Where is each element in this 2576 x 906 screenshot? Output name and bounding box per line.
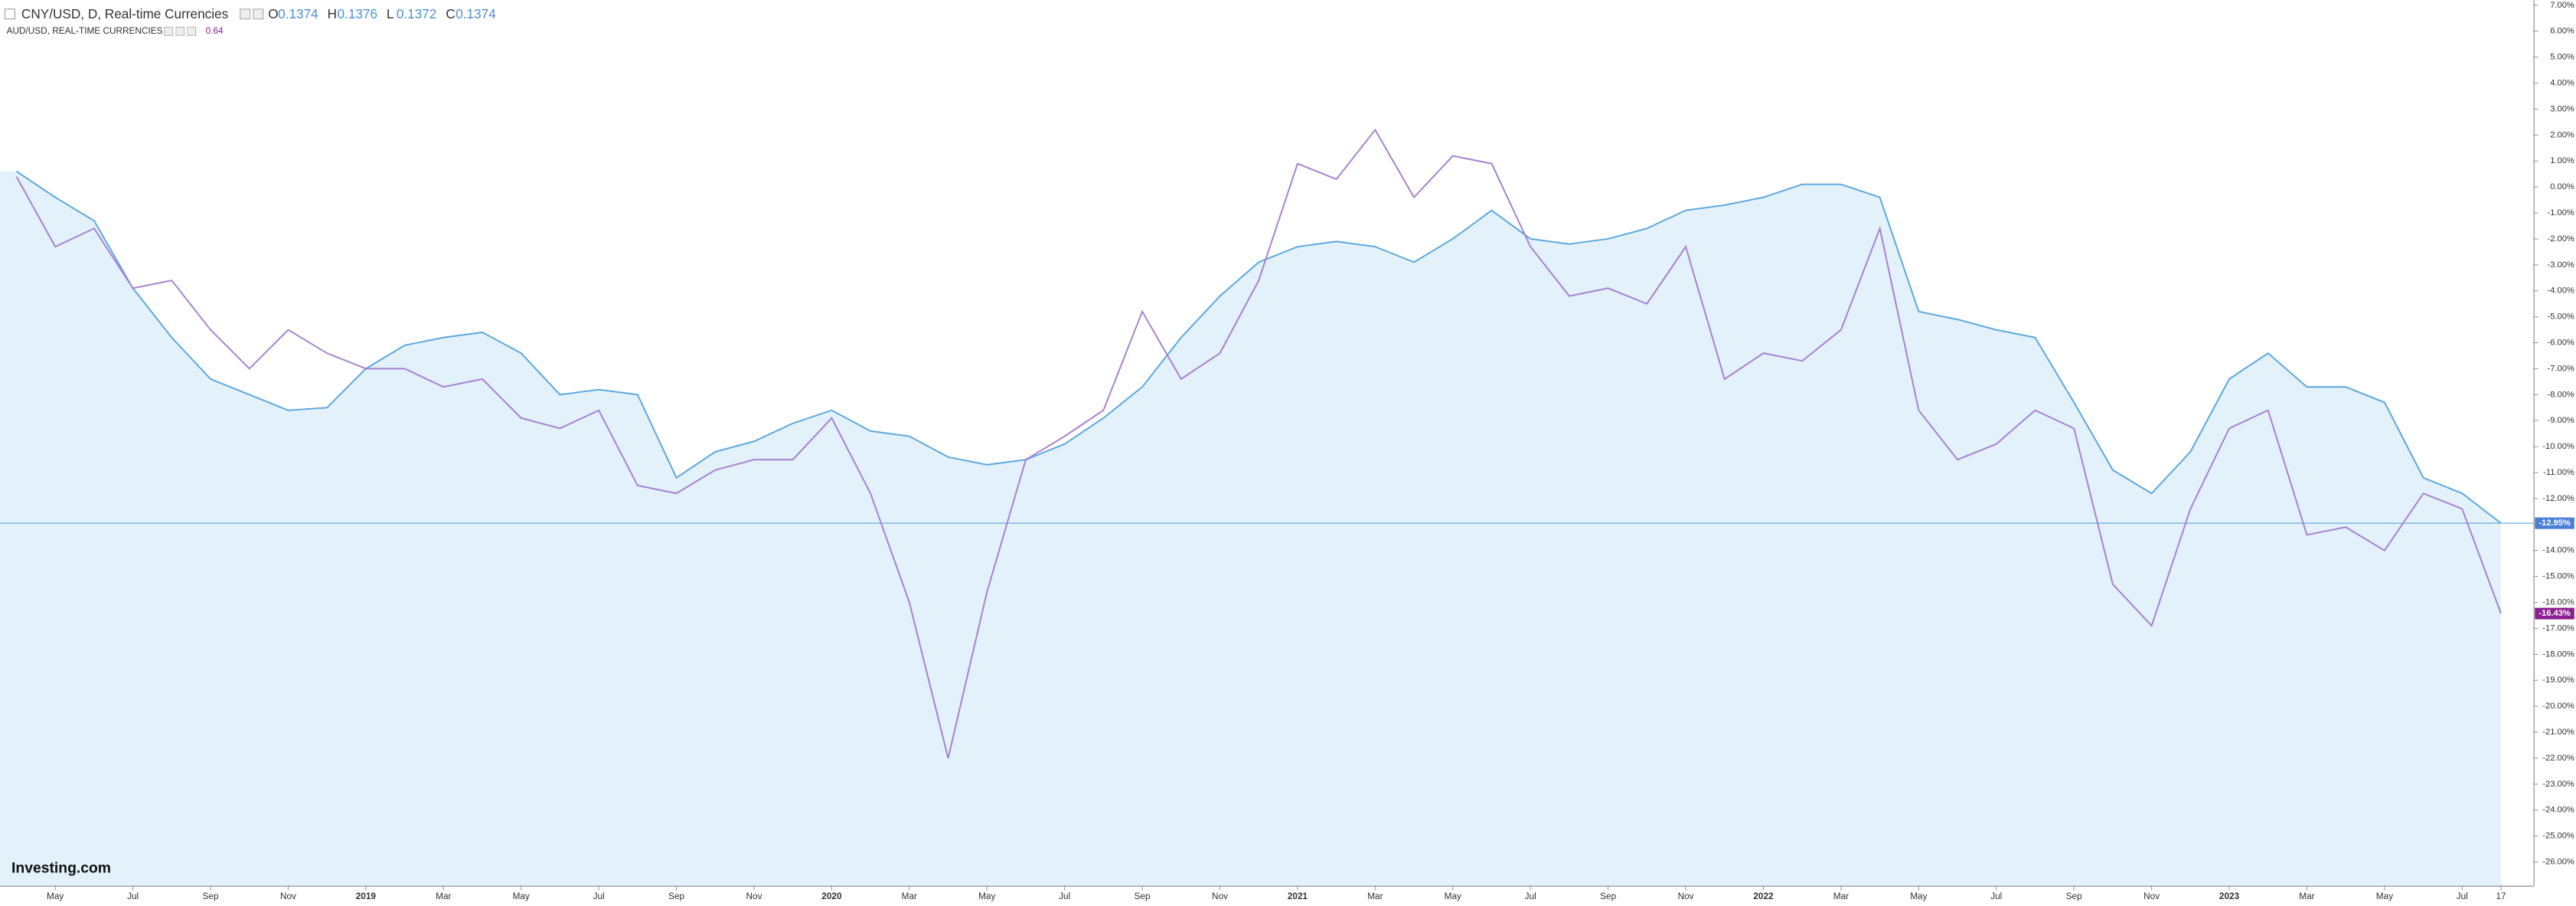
y-tick-label: -19.00% (2542, 675, 2574, 685)
x-tick-label: Sep (668, 891, 684, 901)
x-tick-label: 2023 (2219, 891, 2240, 901)
y-tick-label: 4.00% (2550, 78, 2574, 87)
x-tick-label: Nov (2143, 891, 2160, 901)
y-tick-label: -1.00% (2547, 208, 2574, 218)
ohlc-key: C (446, 6, 455, 21)
last-value-label: -16.43% (2538, 609, 2571, 618)
x-tick-label: Jul (127, 891, 139, 901)
series-line (15, 170, 2502, 524)
x-tick-label: 17 (2496, 891, 2506, 901)
ohlc-value: 0.1376 (338, 6, 378, 21)
x-tick-label: Sep (1600, 891, 1616, 901)
x-tick-label: 2020 (821, 891, 842, 901)
x-tick-label: May (513, 891, 530, 901)
y-tick-label: -6.00% (2547, 339, 2574, 348)
x-tick-label: Jul (1525, 891, 1536, 901)
close-button[interactable] (253, 8, 264, 20)
x-tick-label: Mar (436, 891, 451, 901)
x-tick-label: May (1445, 891, 1461, 901)
compare-value: 0.64 (206, 25, 224, 36)
x-tick-label: Mar (1367, 891, 1383, 901)
y-tick-label: 0.00% (2550, 182, 2574, 191)
ohlc-value: 0.1372 (397, 6, 437, 21)
x-tick-label: Mar (2299, 891, 2314, 901)
ohlc-value: 0.1374 (278, 6, 318, 21)
chart-title: CNY/USD, D, Real-time Currencies (21, 6, 228, 21)
y-tick-label: 1.00% (2550, 156, 2574, 165)
y-tick-label: -11.00% (2543, 468, 2574, 477)
last-value-box (2535, 607, 2574, 620)
y-tick-label: 6.00% (2550, 27, 2574, 36)
y-tick-label: -26.00% (2542, 858, 2574, 867)
plot-area (0, 128, 2534, 886)
x-tick-label: Jul (1059, 891, 1070, 901)
y-tick-label: -9.00% (2547, 416, 2574, 425)
y-tick-label: -24.00% (2542, 806, 2574, 815)
ohlc-key: H (328, 6, 337, 21)
y-tick-label: -7.00% (2547, 364, 2574, 373)
y-tick-label: 3.00% (2550, 104, 2574, 113)
logo: Investing.com (11, 861, 111, 877)
ohlc-value: 0.1374 (455, 6, 496, 21)
compare-button[interactable] (175, 27, 185, 36)
x-tick-label: Jul (593, 891, 605, 901)
x-tick-label: 2022 (1753, 891, 1774, 901)
x-tick-label: May (47, 891, 64, 901)
y-tick-label: 5.00% (2550, 53, 2574, 62)
y-tick-label: -16.00% (2542, 598, 2574, 607)
x-tick-label: Sep (203, 891, 219, 901)
x-tick-label: May (2376, 891, 2393, 901)
y-tick-label: -18.00% (2542, 649, 2574, 659)
x-tick-label: Nov (280, 891, 296, 901)
y-tick-label: -2.00% (2547, 234, 2574, 244)
ohlc-key: O (268, 6, 278, 21)
x-tick-label: Nov (1678, 891, 1694, 901)
ohlc-legend: O 0.1374 H 0.1376 L 0.1372 C 0.1374 (268, 6, 496, 21)
y-tick-label: -15.00% (2542, 572, 2574, 581)
x-tick-label: 2019 (356, 891, 377, 901)
y-tick-label: -5.00% (2547, 312, 2574, 322)
y-tick-label: -17.00% (2542, 623, 2574, 633)
x-tick-label: Sep (1135, 891, 1151, 901)
y-tick-label: -14.00% (2542, 546, 2574, 555)
y-tick-label: -20.00% (2542, 702, 2574, 711)
y-tick-label: -21.00% (2542, 728, 2574, 737)
series-line (15, 128, 2502, 759)
x-tick-label: Mar (902, 891, 917, 901)
y-tick-label: -3.00% (2547, 260, 2574, 270)
x-tick-label: May (978, 891, 995, 901)
y-tick-label: -10.00% (2542, 442, 2574, 451)
x-tick-label: 2021 (1288, 891, 1308, 901)
y-tick-label: 7.00% (2550, 1, 2574, 10)
x-tick-label: May (1910, 891, 1927, 901)
x-tick-label: Mar (1833, 891, 1849, 901)
last-value-box (2535, 517, 2574, 529)
x-tick-label: Sep (2066, 891, 2082, 901)
x-tick-label: Nov (1212, 891, 1228, 901)
ohlc-key: L (387, 6, 394, 21)
last-value-label: -12.95% (2538, 518, 2571, 528)
compare-button[interactable] (187, 27, 197, 36)
area (0, 171, 2502, 886)
settings-button[interactable] (240, 8, 251, 20)
y-tick-label: -22.00% (2542, 754, 2574, 763)
y-tick-label: -4.00% (2547, 286, 2574, 296)
y-tick-label: 2.00% (2550, 130, 2574, 139)
x-tick-label: Jul (2457, 891, 2468, 901)
compare-button[interactable] (164, 27, 174, 36)
y-tick-label: -8.00% (2547, 390, 2574, 399)
compare-title: AUD/USD, REAL-TIME CURRENCIES (7, 25, 163, 36)
x-tick-label: Nov (746, 891, 762, 901)
y-tick-label: -12.00% (2542, 494, 2574, 503)
y-tick-label: -23.00% (2542, 780, 2574, 789)
collapse-button[interactable] (4, 8, 15, 20)
y-tick-label: -25.00% (2542, 832, 2574, 841)
x-tick-label: Jul (1990, 891, 2002, 901)
